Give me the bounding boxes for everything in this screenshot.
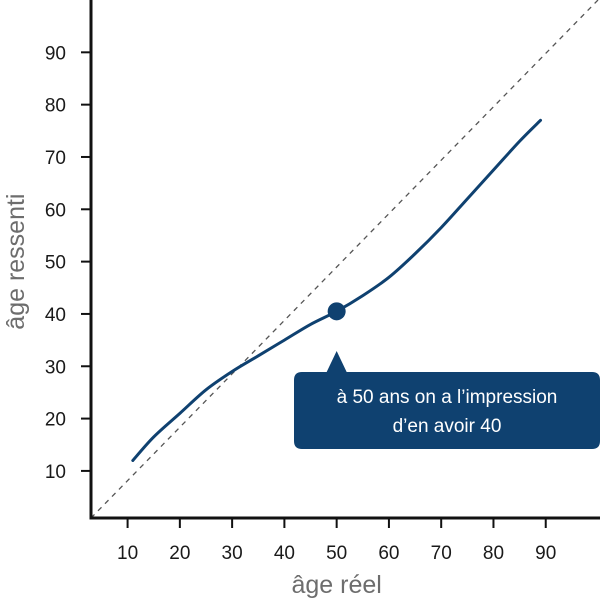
reference-line-layer [90,0,599,519]
x-tick-label: 50 [326,543,347,564]
y-tick-label: 40 [45,305,66,326]
x-axis-title: âge réel [291,571,381,599]
x-tick-label: 90 [535,543,556,564]
y-tick-label: 10 [45,462,66,483]
series-layer [131,118,543,462]
y-tick-label: 20 [45,410,66,431]
callout-layer: à 50 ans on a l’impression d’en avoir 40 [294,351,600,449]
annotation-line-2: d’en avoir 40 [393,416,502,437]
axes-layer [89,0,600,520]
x-tick-label: 60 [378,543,399,564]
y-tick-label: 70 [45,148,66,169]
x-tick-label: 30 [222,543,243,564]
x-tick-label: 40 [274,543,295,564]
reference-line [90,0,599,519]
x-tick-label: 20 [169,543,190,564]
y-axis-title: âge ressenti [2,194,30,330]
x-tick-label: 80 [483,543,504,564]
y-tick-label: 50 [45,253,66,274]
annotation-box [294,351,600,449]
x-tick-label: 10 [117,543,138,564]
annotation-line-1: à 50 ans on a l’impression [337,387,558,408]
y-tick-label: 80 [45,96,66,117]
x-tick-label: 70 [431,543,452,564]
y-tick-label: 60 [45,200,66,221]
y-tick-label: 90 [45,43,66,64]
highlight-point [327,302,346,321]
y-tick-label: 30 [45,357,66,378]
ticks-layer: 10 20 30 40 50 60 70 80 90 10 20 30 40 50 60 70 80 90 [45,43,556,564]
